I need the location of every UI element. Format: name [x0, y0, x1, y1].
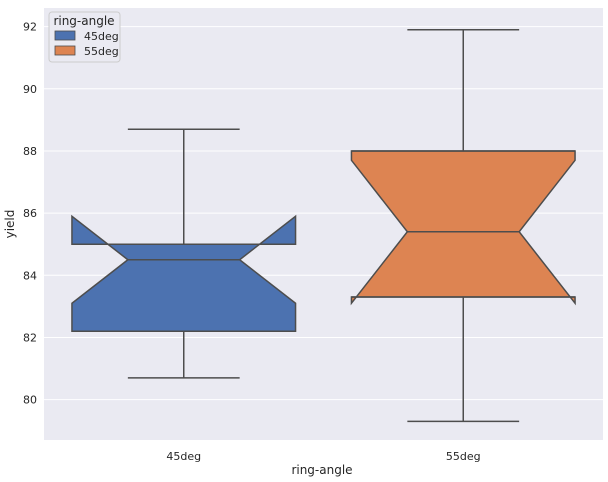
legend-label-45deg: 45deg [84, 30, 119, 43]
y-tick-label: 82 [23, 331, 37, 344]
y-axis-label: yield [3, 210, 17, 239]
legend-swatch-55deg [54, 45, 76, 56]
legend: ring-angle 45deg 55deg [48, 11, 121, 63]
y-tick-label: 80 [23, 394, 37, 407]
y-tick-label: 90 [23, 83, 37, 96]
legend-swatch-45deg [54, 30, 76, 41]
boxes [71, 29, 576, 423]
y-tick-label: 86 [23, 207, 37, 220]
legend-title: ring-angle [53, 14, 114, 28]
y-tick-label: 92 [23, 21, 37, 34]
x-axis-label: ring-angle [291, 463, 352, 477]
legend-label-55deg: 55deg [84, 45, 119, 58]
box-55deg [350, 29, 576, 423]
y-tick-labels: 80 82 84 86 88 90 92 [23, 21, 37, 407]
x-tick-label: 45deg [166, 450, 201, 463]
x-tick-labels: 45deg 55deg [166, 450, 480, 463]
y-tick-label: 88 [23, 145, 37, 158]
y-tick-label: 84 [23, 269, 37, 282]
box-45deg [71, 128, 297, 379]
x-tick-label: 55deg [446, 450, 481, 463]
